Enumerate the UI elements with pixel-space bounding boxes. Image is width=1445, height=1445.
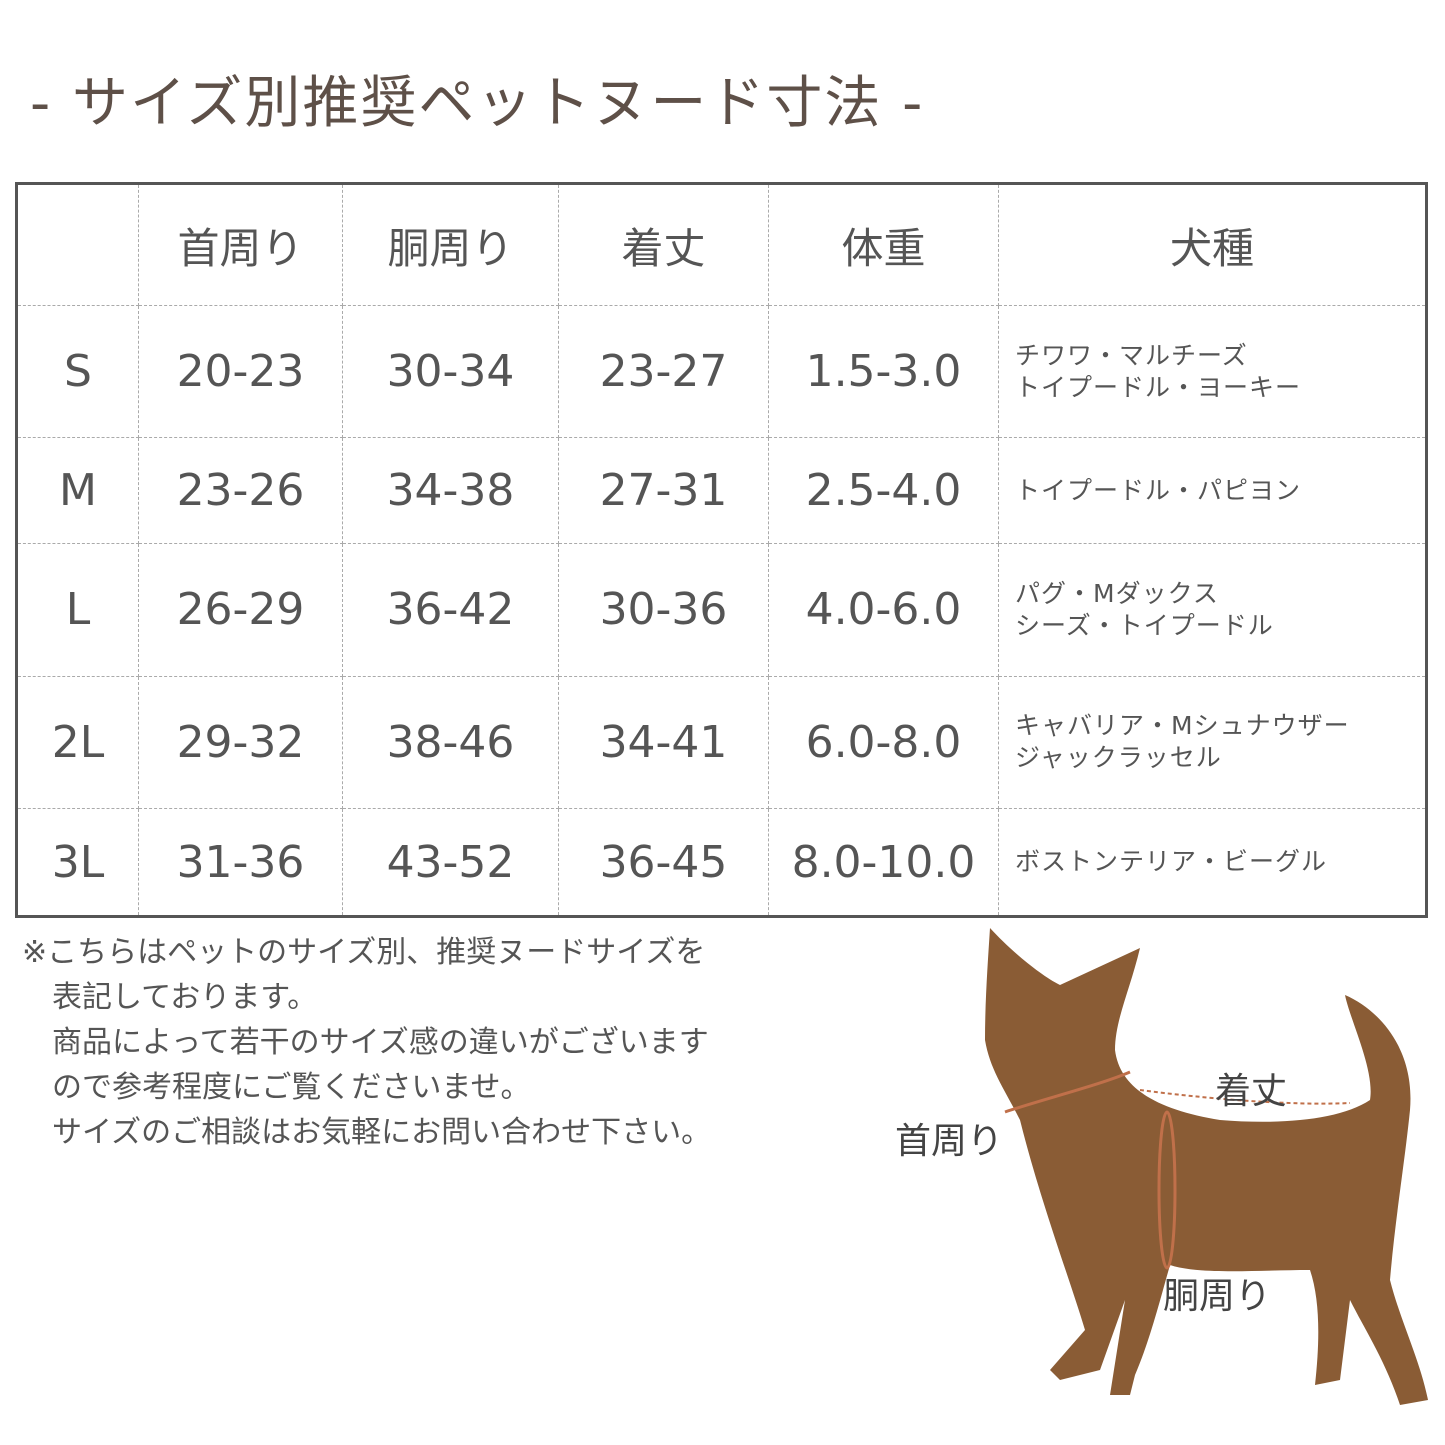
weight-cell: 4.0-6.0: [768, 543, 999, 677]
chest-cell: 38-46: [342, 675, 559, 810]
neck-cell: 26-29: [138, 543, 343, 677]
breed-line: チワワ・マルチーズ: [1015, 340, 1248, 370]
column-header: 首周り: [138, 183, 343, 306]
length-cell: 36-45: [558, 808, 769, 917]
chest-label: 胴周り: [1163, 1276, 1272, 1317]
length-cell: 30-36: [558, 543, 769, 677]
notes: ※こちらはペットのサイズ別、推奨ヌードサイズを 表記しております。 商品によって…: [22, 930, 711, 1155]
breed-line: キャバリア・Mシュナウザー: [1015, 711, 1350, 741]
chest-cell: 36-42: [342, 543, 559, 677]
breed-line: パグ・Mダックス: [1015, 578, 1219, 608]
length-cell: 23-27: [558, 304, 769, 439]
breed-cell: キャバリア・Mシュナウザー ジャックラッセル: [998, 675, 1427, 810]
breed-line: トイプードル・パピヨン: [1015, 475, 1302, 505]
column-header: 着丈: [558, 183, 769, 306]
neck-cell: 20-23: [138, 304, 343, 439]
neck-cell: 29-32: [138, 675, 343, 810]
breed-line: ジャックラッセル: [1015, 743, 1222, 773]
breed-cell: チワワ・マルチーズ トイプードル・ヨーキー: [998, 304, 1427, 439]
length-cell: 27-31: [558, 437, 769, 545]
note-line: サイズのご相談はお気軽にお問い合わせ下さい。: [22, 1115, 712, 1150]
breed-cell: ボストンテリア・ビーグル: [998, 808, 1427, 917]
length-measure-arrow: [1139, 1089, 1351, 1105]
size-table: 首周り 胴周り 着丈 体重 犬種 S 20-23 30-34 23-27 1.5-3.0 チワワ・…: [15, 182, 1428, 918]
neck-cell: 23-26: [138, 437, 343, 545]
size-cell: 3L: [16, 808, 139, 917]
neck-measure-line: [1004, 1070, 1131, 1114]
note-line: 表記しております。: [22, 980, 318, 1015]
size-cell: S: [16, 304, 139, 439]
chest-cell: 43-52: [342, 808, 559, 917]
table-row: L 26-29 36-42 30-36 4.0-6.0 パグ・Mダックス シーズ・トイプード…: [16, 543, 1427, 677]
note-line: 商品によって若干のサイズ感の違いがございます: [22, 1025, 709, 1060]
page-title: - サイズ別推奨ペットヌード寸法 -: [30, 71, 925, 136]
size-cell: 2L: [16, 675, 139, 810]
table-row: M 23-26 34-38 27-31 2.5-4.0 トイプードル・パピヨン: [16, 437, 1427, 545]
column-header: 体重: [768, 183, 999, 306]
note-line: ※こちらはペットのサイズ別、推奨ヌードサイズを: [22, 935, 706, 970]
length-cell: 34-41: [558, 675, 769, 810]
chest-measure-loop: [1157, 1110, 1177, 1270]
dog-silhouette: [985, 928, 1428, 1405]
table-row: S 20-23 30-34 23-27 1.5-3.0 チワワ・マルチーズ トイプードル・ヨ…: [16, 304, 1427, 439]
note-line: ので参考程度にご覧くださいませ。: [22, 1070, 531, 1105]
weight-cell: 1.5-3.0: [768, 304, 999, 439]
neck-label: 首周り: [895, 1121, 1004, 1162]
size-cell: M: [16, 437, 139, 545]
breed-line: シーズ・トイプードル: [1015, 610, 1274, 640]
breed-cell: パグ・Mダックス シーズ・トイプードル: [998, 543, 1427, 677]
table-row: 3L 31-36 43-52 36-45 8.0-10.0 ボストンテリア・ビーグル: [16, 808, 1427, 917]
weight-cell: 8.0-10.0: [768, 808, 999, 917]
neck-cell: 31-36: [138, 808, 343, 917]
weight-cell: 2.5-4.0: [768, 437, 999, 545]
column-header: 胴周り: [342, 183, 559, 306]
breed-line: トイプードル・ヨーキー: [1015, 372, 1302, 402]
length-label: 着丈: [1215, 1071, 1288, 1112]
breed-cell: トイプードル・パピヨン: [998, 437, 1427, 545]
table-row: 2L 29-32 38-46 34-41 6.0-8.0 キャバリア・Mシュナウザー ジャッ…: [16, 675, 1427, 810]
chest-cell: 34-38: [342, 437, 559, 545]
chest-cell: 30-34: [342, 304, 559, 439]
breed-line: ボストンテリア・ビーグル: [1015, 847, 1328, 877]
size-cell: L: [16, 543, 139, 677]
